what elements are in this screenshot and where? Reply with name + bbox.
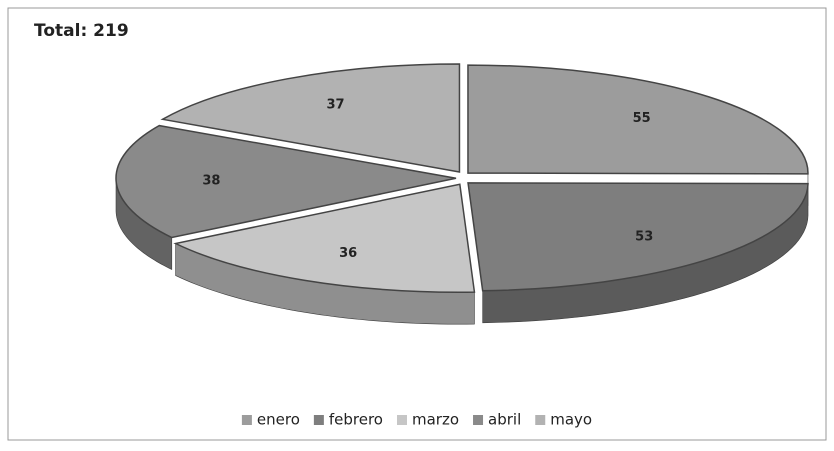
slice bbox=[173, 183, 476, 293]
slice bbox=[115, 124, 457, 239]
legend: enero febrero marzo abril mayo bbox=[241, 411, 592, 429]
slice bbox=[467, 182, 809, 292]
data-label: 38 bbox=[202, 174, 220, 189]
slice bbox=[467, 64, 809, 175]
data-label: 37 bbox=[326, 97, 344, 112]
legend-label: enero bbox=[257, 411, 300, 429]
legend-swatch bbox=[473, 415, 484, 425]
chart-title: Total: 219 bbox=[34, 21, 129, 41]
pie bbox=[115, 63, 809, 325]
legend-swatch bbox=[313, 415, 324, 425]
legend-label: mayo bbox=[550, 411, 592, 429]
legend-swatch bbox=[241, 415, 252, 425]
slice bbox=[160, 63, 461, 173]
data-label: 53 bbox=[635, 229, 653, 244]
legend-swatch bbox=[397, 415, 407, 425]
legend-label: febrero bbox=[329, 411, 383, 429]
legend-label: marzo bbox=[412, 411, 459, 429]
data-label: 36 bbox=[339, 246, 357, 261]
legend-swatch bbox=[535, 415, 546, 425]
legend-label: abril bbox=[488, 411, 521, 429]
data-label: 55 bbox=[633, 111, 651, 126]
